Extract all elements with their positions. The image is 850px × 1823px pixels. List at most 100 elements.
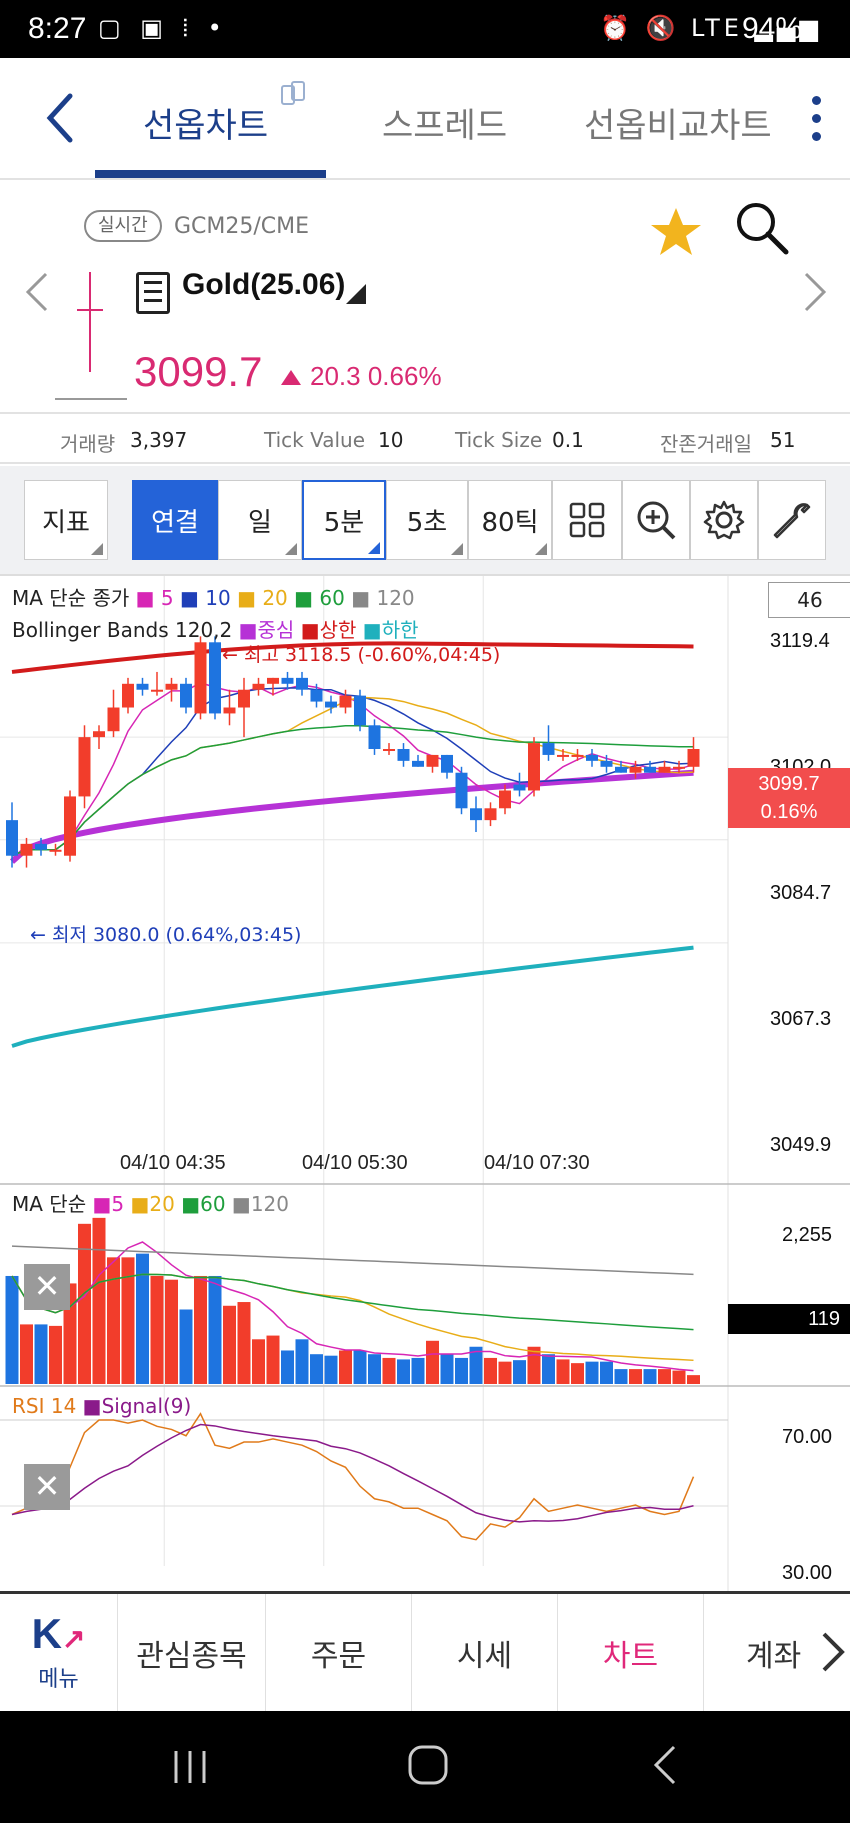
settings-gear-icon[interactable] xyxy=(690,480,758,560)
close-panel-icon[interactable]: ✕ xyxy=(24,1464,70,1510)
zoom-in-icon[interactable] xyxy=(622,480,690,560)
nav-quote[interactable]: 시세 xyxy=(412,1594,558,1711)
search-icon[interactable] xyxy=(732,198,792,258)
chevron-right-icon[interactable] xyxy=(820,1630,846,1674)
prev-instrument-icon[interactable] xyxy=(22,270,52,314)
volume-bar xyxy=(252,1339,265,1384)
interval-5sec-button[interactable]: 5초 xyxy=(386,480,468,560)
volume-bar xyxy=(513,1360,526,1384)
status-bar: 8:27 ▢ ▣ ⦙ • ⏰ 🔇 LTE ▂▄▆ 94% xyxy=(0,0,850,58)
next-instrument-icon[interactable] xyxy=(800,270,830,314)
volume-bar xyxy=(571,1363,584,1384)
status-right-icons: ⏰ 🔇 LTE ▂▄▆ xyxy=(600,14,822,42)
nav-chart[interactable]: 차트 xyxy=(558,1594,704,1711)
wrench-tool-icon[interactable] xyxy=(758,480,826,560)
ma-60-line xyxy=(11,725,694,857)
document-icon[interactable] xyxy=(136,272,170,314)
instrument-dropdown-icon[interactable] xyxy=(346,284,366,304)
volume-bar xyxy=(107,1257,120,1384)
candle-body xyxy=(281,677,294,684)
grid-layout-icon[interactable] xyxy=(552,480,622,560)
candle-body xyxy=(687,749,700,767)
price-chart-svg[interactable] xyxy=(0,576,850,1591)
system-nav-bar xyxy=(0,1711,850,1823)
instrument-info-row: 거래량 3,397 Tick Value 10 Tick Size 0.1 잔존… xyxy=(0,414,850,464)
recent-apps-icon[interactable] xyxy=(170,1747,210,1787)
tick-80-button[interactable]: 80틱 xyxy=(468,480,552,560)
candle-body xyxy=(339,695,352,708)
volume-bar xyxy=(353,1350,367,1384)
back-icon[interactable] xyxy=(650,1743,680,1787)
price-change: 20.3 0.66% xyxy=(310,361,442,391)
nav-watchlist[interactable]: 관심종목 xyxy=(118,1594,266,1711)
candle-body xyxy=(426,754,439,767)
candle-body xyxy=(658,766,671,773)
volume-bar xyxy=(310,1354,323,1384)
candle-body xyxy=(528,743,540,791)
volume-bar xyxy=(237,1302,251,1384)
active-tab-indicator xyxy=(95,170,326,178)
price-chart-area[interactable]: MA 단순 종가 ■ 5 ■ 10 ■ 20 ■ 60 ■ 120 Bollin… xyxy=(0,576,850,1591)
rsi-line xyxy=(11,1412,695,1541)
volume-bar xyxy=(614,1369,628,1384)
period-day-button[interactable]: 일 xyxy=(218,480,302,560)
volume-bar xyxy=(672,1370,686,1384)
chart-toolbar: 지표 연결 일 5분 5초 80틱 xyxy=(0,466,850,576)
rsi-signal-line xyxy=(11,1423,694,1523)
volume-label: 거래량 xyxy=(60,432,116,456)
candle-body xyxy=(64,796,76,856)
tab-spread[interactable]: 스프레드 xyxy=(382,106,508,146)
device-rotate-icon xyxy=(281,81,305,105)
candle-body xyxy=(151,689,163,692)
bollinger-middle-line xyxy=(9,769,694,864)
volume-ma-legend: MA 단순 ■5 ■20 ■60 ■120 xyxy=(12,1192,289,1216)
candle-body xyxy=(267,677,279,684)
up-triangle-icon xyxy=(281,370,301,385)
volume-ma-120-line xyxy=(11,1245,694,1276)
k-menu-button[interactable]: K↗ 메뉴 xyxy=(0,1594,118,1711)
volume-bar xyxy=(542,1354,555,1384)
indicator-button[interactable]: 지표 xyxy=(24,480,108,560)
candle-body xyxy=(484,808,497,821)
instrument-name[interactable]: Gold(25.06) xyxy=(182,268,346,301)
current-price-tag: 3099.7 0.16% xyxy=(728,768,850,828)
candle-body xyxy=(354,695,366,726)
volume-bar xyxy=(194,1275,207,1384)
volume-bar xyxy=(136,1253,149,1384)
candle-body xyxy=(209,642,221,714)
candle-body xyxy=(165,683,178,690)
volume-bar xyxy=(527,1346,541,1384)
candle-body xyxy=(383,749,395,752)
volume-bar xyxy=(165,1279,178,1384)
interval-5min-button[interactable]: 5분 xyxy=(302,480,386,560)
rsi-lines xyxy=(11,1412,695,1541)
close-panel-icon[interactable]: ✕ xyxy=(24,1264,70,1310)
more-menu-icon[interactable] xyxy=(806,90,826,150)
candle-body xyxy=(180,683,192,708)
home-icon[interactable] xyxy=(406,1743,450,1787)
k-logo-icon: K↗ xyxy=(31,1610,86,1657)
status-time: 8:27 xyxy=(28,12,87,45)
candle-body xyxy=(397,749,410,761)
volume-bar xyxy=(397,1359,410,1384)
nav-order[interactable]: 주문 xyxy=(266,1594,412,1711)
tab-option-chart[interactable]: 선옵차트 xyxy=(143,106,269,146)
tab-option-compare-chart[interactable]: 선옵비교차트 xyxy=(584,106,772,146)
candle-body xyxy=(441,754,453,773)
candle-body xyxy=(412,760,424,767)
realtime-badge: 실시간 xyxy=(84,210,162,242)
volume-bar xyxy=(484,1357,497,1384)
nav-account[interactable]: 계좌 xyxy=(746,1638,802,1674)
candle-body xyxy=(78,737,91,797)
zoom-count-box[interactable]: 46 xyxy=(768,582,850,618)
candle-body xyxy=(136,683,149,690)
candle-body xyxy=(571,754,584,757)
favorite-star-icon[interactable] xyxy=(648,204,704,260)
volume-bar xyxy=(339,1350,352,1384)
connect-button[interactable]: 연결 xyxy=(132,480,218,560)
instrument-symbol: GCM25/CME xyxy=(174,214,310,239)
candle-body xyxy=(586,754,598,761)
back-arrow-icon[interactable] xyxy=(40,88,80,148)
time-axis-label: 04/10 05:30 xyxy=(302,1152,408,1174)
candle-body xyxy=(238,689,250,708)
